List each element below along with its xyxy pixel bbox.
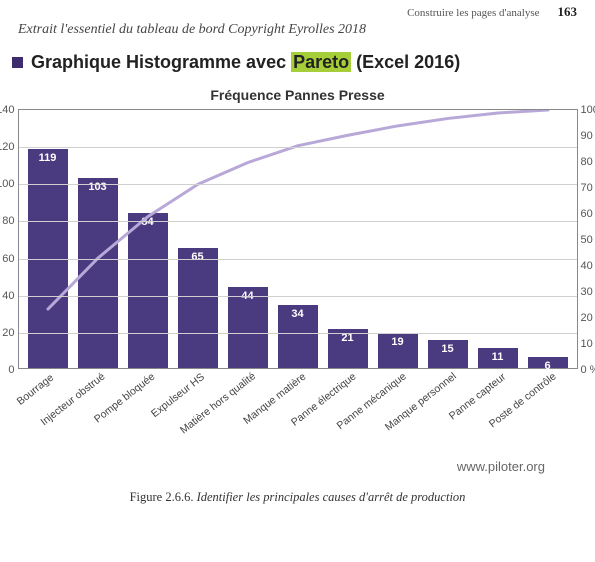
gridline: [19, 221, 577, 222]
title-text: Graphique Histogramme avec Pareto (Excel…: [31, 52, 460, 73]
footer-url: www.piloter.org: [0, 459, 595, 474]
pareto-chart: Fréquence Pannes Presse 119 103 84 65 44 34 21…: [18, 87, 578, 457]
main-title: Graphique Histogramme avec Pareto (Excel…: [0, 46, 595, 79]
bar: 21: [328, 329, 368, 368]
page-header: Construire les pages d'analyse 163: [0, 0, 595, 20]
y-left-tick: 100: [0, 178, 15, 190]
bar-slot: 44: [223, 110, 273, 368]
y-right-tick: 100 %: [581, 104, 595, 116]
bar-slot: 6: [523, 110, 573, 368]
x-axis-labels: BourrageInjecteur obstruéPompe bloquéeEx…: [18, 369, 578, 447]
bar-value-label: 11: [492, 351, 504, 363]
gridline: [19, 333, 577, 334]
y-right-tick: 20 %: [581, 312, 595, 324]
bar: 11: [478, 348, 518, 368]
y-left-tick: 80: [0, 215, 15, 227]
gridline: [19, 147, 577, 148]
y-right-tick: 60 %: [581, 208, 595, 220]
figure-caption: Figure 2.6.6. Identifier les principales…: [0, 490, 595, 505]
bar-slot: 21: [323, 110, 373, 368]
bullet-icon: [12, 57, 23, 68]
y-right-tick: 10 %: [581, 338, 595, 350]
y-right-tick: 50 %: [581, 234, 595, 246]
bar-slot: 65: [173, 110, 223, 368]
y-left-tick: 40: [0, 290, 15, 302]
y-right-tick: 70 %: [581, 182, 595, 194]
gridline: [19, 259, 577, 260]
x-label: Bourrage: [14, 372, 55, 408]
bar-container: 119 103 84 65 44 34 21 19 15 11 6: [19, 110, 577, 368]
y-right-tick: 80 %: [581, 156, 595, 168]
y-right-tick: 40 %: [581, 260, 595, 272]
page-number: 163: [558, 4, 578, 20]
y-left-tick: 60: [0, 253, 15, 265]
copyright-line: Extrait l'essentiel du tableau de bord C…: [0, 20, 595, 46]
figure-text: Identifier les principales causes d'arrê…: [197, 490, 466, 504]
gridline: [19, 296, 577, 297]
bar: 84: [128, 213, 168, 368]
bar-slot: 84: [123, 110, 173, 368]
bar-value-label: 119: [39, 152, 57, 164]
y-right-tick: 0 %: [581, 364, 595, 376]
bar-value-label: 103: [88, 181, 106, 193]
bar-slot: 19: [373, 110, 423, 368]
bar: 65: [178, 248, 218, 368]
bar: 44: [228, 287, 268, 368]
y-left-tick: 0: [0, 364, 15, 376]
y-left-tick: 140: [0, 104, 15, 116]
bar: 34: [278, 305, 318, 368]
y-right-tick: 30 %: [581, 286, 595, 298]
x-label-slot: Poste de contrôle: [523, 369, 573, 447]
figure-number: Figure 2.6.6.: [130, 490, 194, 504]
title-highlight: Pareto: [291, 52, 351, 72]
bar-slot: 119: [23, 110, 73, 368]
bar-value-label: 65: [191, 251, 203, 263]
bar-value-label: 19: [391, 336, 403, 348]
bar: 103: [78, 178, 118, 368]
y-right-tick: 90 %: [581, 130, 595, 142]
bar: 6: [528, 357, 568, 368]
bar: 19: [378, 333, 418, 368]
section-title: Construire les pages d'analyse: [407, 7, 539, 19]
title-pre: Graphique Histogramme avec: [31, 52, 291, 72]
plot-area: 11910384654434211915116 0204060801001201…: [18, 109, 578, 369]
bar: 15: [428, 340, 468, 368]
title-post: (Excel 2016): [351, 52, 460, 72]
chart-title: Fréquence Pannes Presse: [18, 87, 578, 103]
y-left-tick: 120: [0, 141, 15, 153]
gridline: [19, 184, 577, 185]
bar-slot: 11: [473, 110, 523, 368]
bar-value-label: 21: [341, 332, 353, 344]
bar-slot: 34: [273, 110, 323, 368]
y-left-tick: 20: [0, 327, 15, 339]
bar-value-label: 15: [441, 343, 453, 355]
bar-slot: 103: [73, 110, 123, 368]
bar-value-label: 34: [291, 308, 303, 320]
bar-slot: 15: [423, 110, 473, 368]
